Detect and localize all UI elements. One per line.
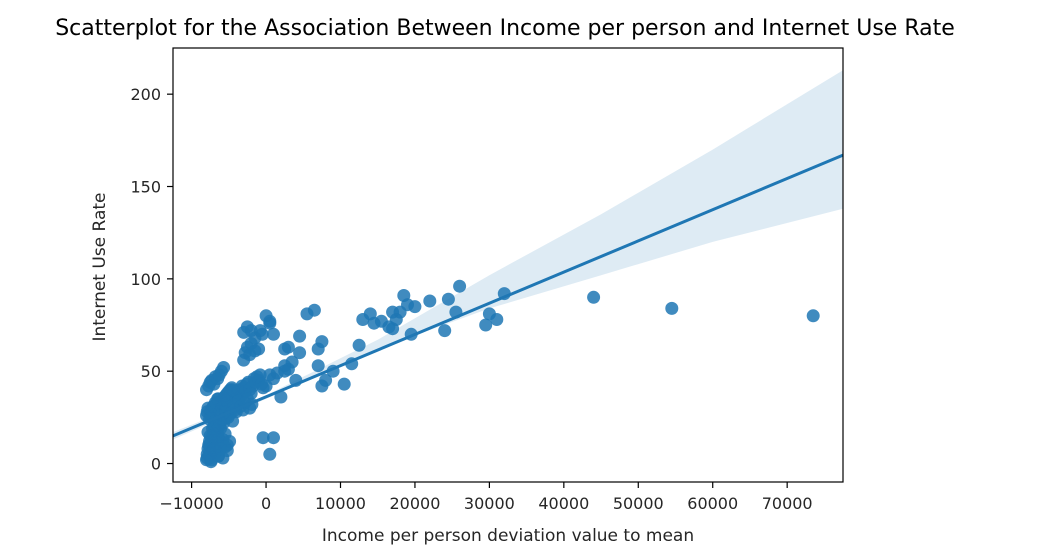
- data-point: [806, 309, 820, 323]
- data-point: [220, 444, 234, 458]
- data-point: [423, 294, 437, 308]
- x-tick-label: 0: [261, 494, 271, 513]
- x-axis-label: Income per person deviation value to mea…: [322, 526, 694, 546]
- x-tick-label: −10000: [159, 494, 223, 513]
- data-point: [438, 324, 452, 338]
- y-tick-label: 150: [130, 178, 161, 197]
- data-point: [281, 340, 295, 354]
- data-point: [217, 361, 231, 374]
- data-point: [263, 314, 277, 328]
- x-tick-label: 10000: [315, 494, 366, 513]
- data-point: [587, 290, 601, 304]
- data-point: [267, 431, 280, 445]
- data-point: [274, 390, 288, 404]
- data-point: [389, 313, 403, 326]
- data-point: [293, 329, 307, 343]
- data-point: [307, 303, 321, 317]
- data-point: [311, 342, 325, 356]
- y-axis-label: Internet Use Rate: [90, 192, 110, 341]
- data-point: [285, 355, 299, 369]
- data-point: [315, 379, 329, 393]
- data-point: [256, 431, 270, 445]
- x-tick-label: 60000: [687, 494, 738, 513]
- data-point: [337, 377, 351, 391]
- y-tick-label: 50: [141, 362, 161, 381]
- data-point: [490, 313, 504, 326]
- data-point: [226, 414, 240, 428]
- data-point: [311, 359, 325, 373]
- data-point: [293, 346, 307, 360]
- data-point: [278, 364, 292, 378]
- regression-line: [172, 153, 844, 438]
- chart-title: Scatterplot for the Association Between …: [55, 16, 955, 41]
- x-tick-label: 30000: [464, 494, 515, 513]
- x-tick-label: 50000: [613, 494, 664, 513]
- y-tick-label: 200: [130, 85, 161, 104]
- y-axis: 0 50 100 150 200: [130, 85, 173, 474]
- x-tick-label: 20000: [389, 494, 440, 513]
- plot-area: [172, 47, 844, 483]
- data-point: [408, 300, 422, 314]
- data-point: [252, 342, 266, 356]
- x-tick-label: 40000: [538, 494, 589, 513]
- data-point: [441, 292, 455, 306]
- data-point: [267, 327, 280, 341]
- data-point: [352, 338, 366, 352]
- data-point: [226, 383, 240, 397]
- data-point: [665, 301, 679, 315]
- plot-frame: [172, 47, 844, 483]
- data-point: [253, 324, 267, 338]
- data-points: [200, 279, 820, 469]
- data-point: [453, 279, 467, 293]
- data-point: [479, 318, 493, 332]
- x-axis: −10000 0 10000 20000 30000 40000 50000 60000 700…: [159, 482, 813, 513]
- y-tick-label: 0: [151, 455, 161, 474]
- y-tick-label: 100: [130, 270, 161, 289]
- x-tick-label: 70000: [762, 494, 813, 513]
- data-point: [263, 447, 277, 461]
